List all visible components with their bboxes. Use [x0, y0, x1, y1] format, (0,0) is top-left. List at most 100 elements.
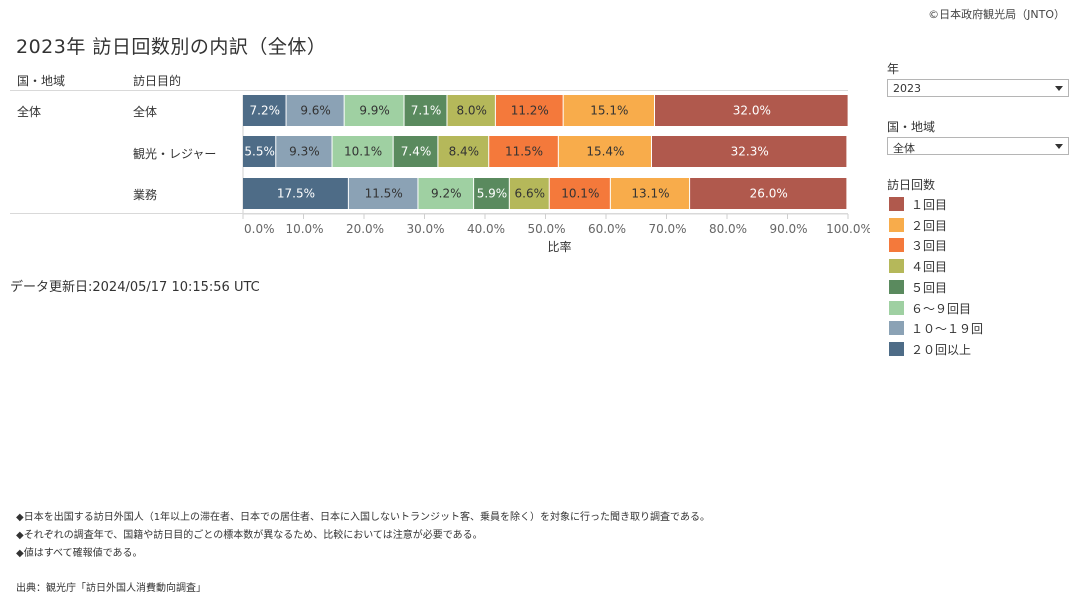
footnote: ◆値はすべて確報値である。: [16, 548, 143, 559]
source-text: 出典：観光庁「訪日外国人消費動向調査」: [16, 583, 206, 594]
bar-segment[interactable]: [243, 178, 348, 209]
x-axis-label: 比率: [547, 239, 571, 254]
year-dropdown-value: 2023: [893, 82, 921, 95]
bar-segment[interactable]: [563, 95, 655, 126]
bar-segment[interactable]: [489, 136, 558, 167]
legend-swatch: [889, 321, 904, 336]
legend-swatch: [889, 259, 904, 274]
bar-segment[interactable]: [690, 178, 847, 209]
data-label: 9.9%: [359, 104, 390, 118]
data-label: 11.5%: [365, 187, 403, 201]
bar-segment[interactable]: [558, 136, 651, 167]
chevron-down-icon: [1055, 86, 1063, 91]
data-label: 5.5%: [244, 145, 275, 159]
row-label-purpose[interactable]: 観光・レジャー: [133, 147, 217, 161]
bar-segment[interactable]: [651, 136, 847, 167]
data-label: 15.4%: [586, 145, 624, 159]
data-label: 9.6%: [300, 104, 331, 118]
bar-segment[interactable]: [610, 178, 690, 209]
legend-label: ３回目: [911, 239, 948, 254]
row-label-country: 全体: [17, 105, 42, 119]
region-dropdown-value: 全体: [893, 142, 915, 155]
chart-bottom-divider: [10, 213, 848, 214]
data-label: 9.2%: [431, 187, 462, 201]
bar-segment[interactable]: [404, 95, 447, 126]
data-label: 15.1%: [590, 104, 628, 118]
legend-title: 訪日回数: [887, 178, 936, 192]
data-label: 32.3%: [731, 145, 769, 159]
x-tick-label: 0.0%: [244, 222, 275, 236]
x-tick-label: 20.0%: [346, 222, 384, 236]
page-title: 2023年 訪日回数別の内訳（全体）: [16, 36, 327, 58]
legend-label: ２回目: [911, 218, 948, 233]
header-divider: [10, 90, 848, 91]
bar-segment[interactable]: [655, 95, 848, 126]
data-label: 17.5%: [277, 187, 315, 201]
footnote: ◆それぞれの調査年で、国籍や訪日目的ごとの標本数が異なるため、比較においては注意…: [16, 530, 483, 541]
stacked-bar-chart: 7.2% 9.6% 9.9% 7.1% 8.0% 11.2% 15.1% 32.0% 5.5% 9…: [242, 95, 870, 254]
x-tick-label: 50.0%: [527, 222, 565, 236]
x-tick-label: 80.0%: [709, 222, 747, 236]
data-label: 32.0%: [733, 104, 771, 118]
x-tick-label: 70.0%: [648, 222, 686, 236]
legend-label: ２０回以上: [911, 342, 972, 357]
footnote: ◆日本を出国する訪日外国人（1年以上の滞在者、日本での居住者、日本に入国しないト…: [16, 512, 710, 523]
year-dropdown[interactable]: 2023: [887, 79, 1069, 97]
data-updated-text: データ更新日:2024/05/17 10:15:56 UTC: [10, 280, 260, 295]
column-header-country: 国・地域: [17, 74, 66, 88]
x-tick-label: 30.0%: [406, 222, 444, 236]
data-label: 8.4%: [449, 145, 480, 159]
data-label: 9.3%: [289, 145, 320, 159]
bar-segment[interactable]: [447, 95, 495, 126]
bar-segment[interactable]: [276, 136, 332, 167]
legend-swatch: [889, 300, 904, 315]
bar-segment[interactable]: [495, 95, 563, 126]
bar-segment[interactable]: [549, 178, 610, 209]
bar-segment[interactable]: [344, 95, 404, 126]
row-label-purpose[interactable]: 業務: [133, 188, 158, 202]
bar-segment[interactable]: [286, 95, 344, 126]
legend-swatch: [889, 341, 904, 356]
legend-swatch: [889, 217, 904, 232]
data-label: 7.2%: [250, 104, 281, 118]
data-label: 10.1%: [344, 145, 382, 159]
legend-swatch: [889, 197, 904, 211]
legend-label: ４回目: [911, 260, 948, 275]
bar-segment[interactable]: [348, 178, 418, 209]
data-label: 5.9%: [477, 187, 508, 201]
chevron-down-icon: [1055, 144, 1063, 149]
copyright-text: ©日本政府観光局（JNTO）: [928, 8, 1065, 21]
bar-segment[interactable]: [243, 95, 286, 126]
data-label: 13.1%: [631, 187, 669, 201]
bar-segment[interactable]: [332, 136, 393, 167]
x-tick-label: 100.0%: [826, 222, 870, 236]
region-dropdown[interactable]: 全体: [887, 137, 1069, 155]
bar-segment[interactable]: [438, 136, 489, 167]
bar-segment[interactable]: [393, 136, 438, 167]
data-label: 11.2%: [511, 104, 549, 118]
legend-label: ５回目: [911, 280, 948, 295]
bar-segment[interactable]: [243, 136, 276, 167]
bar-segment[interactable]: [474, 178, 509, 209]
data-label: 7.4%: [401, 145, 432, 159]
bar-segment[interactable]: [418, 178, 474, 209]
row-label-purpose[interactable]: 全体: [133, 105, 158, 119]
data-label: 8.0%: [456, 104, 487, 118]
legend-label: １０〜１９回: [911, 322, 984, 337]
legend-label: ６〜９回目: [911, 301, 972, 316]
legend-swatch: [889, 279, 904, 294]
bar-segment[interactable]: [509, 178, 549, 209]
year-filter-label: 年: [887, 62, 900, 76]
legend-swatch: [889, 238, 904, 253]
x-tick-label: 40.0%: [467, 222, 505, 236]
x-tick-label: 60.0%: [588, 222, 626, 236]
column-header-purpose: 訪日目的: [133, 74, 182, 88]
data-label: 7.1%: [411, 104, 442, 118]
data-label: 10.1%: [561, 187, 599, 201]
legend-label: １回目: [911, 198, 948, 212]
region-filter-label: 国・地域: [887, 120, 936, 134]
x-tick-label: 10.0%: [285, 222, 323, 236]
x-tick-label: 90.0%: [769, 222, 807, 236]
data-label: 6.6%: [515, 187, 546, 201]
data-label: 26.0%: [750, 187, 788, 201]
